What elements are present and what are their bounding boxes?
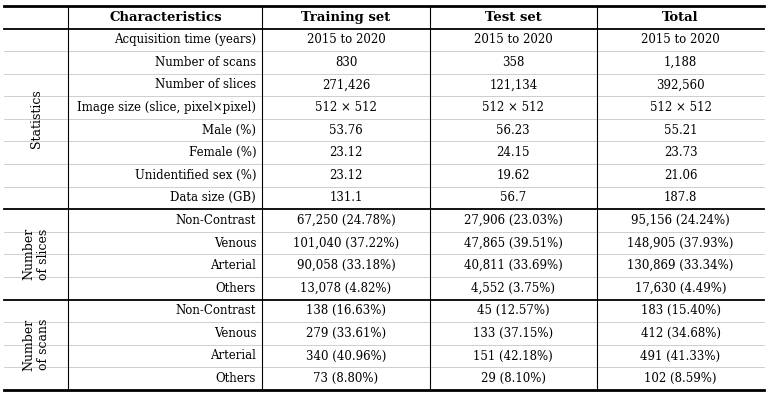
Text: 279 (33.61%): 279 (33.61%) bbox=[306, 327, 386, 340]
Text: 512 × 512: 512 × 512 bbox=[482, 101, 545, 114]
Text: 412 (34.68%): 412 (34.68%) bbox=[641, 327, 720, 340]
Text: 23.73: 23.73 bbox=[664, 146, 697, 159]
Text: 183 (15.40%): 183 (15.40%) bbox=[641, 304, 720, 317]
Text: 133 (37.15%): 133 (37.15%) bbox=[473, 327, 553, 340]
Text: Non-Contrast: Non-Contrast bbox=[176, 214, 257, 227]
Text: 187.8: 187.8 bbox=[664, 191, 697, 204]
Text: Venous: Venous bbox=[214, 327, 257, 340]
Text: 151 (42.18%): 151 (42.18%) bbox=[473, 349, 553, 362]
Text: 27,906 (23.03%): 27,906 (23.03%) bbox=[464, 214, 563, 227]
Text: 2015 to 2020: 2015 to 2020 bbox=[474, 33, 553, 46]
Text: Arterial: Arterial bbox=[210, 259, 257, 272]
Text: Image size (slice, pixel×pixel): Image size (slice, pixel×pixel) bbox=[78, 101, 257, 114]
Text: 95,156 (24.24%): 95,156 (24.24%) bbox=[631, 214, 730, 227]
Text: Female (%): Female (%) bbox=[189, 146, 257, 159]
Text: 121,134: 121,134 bbox=[489, 79, 538, 91]
Text: 4,552 (3.75%): 4,552 (3.75%) bbox=[472, 282, 555, 295]
Text: 1,188: 1,188 bbox=[664, 56, 697, 69]
Text: 23.12: 23.12 bbox=[329, 146, 362, 159]
Text: 29 (8.10%): 29 (8.10%) bbox=[481, 372, 546, 385]
Text: Test set: Test set bbox=[485, 11, 541, 24]
Text: Data size (GB): Data size (GB) bbox=[170, 191, 257, 204]
Text: 358: 358 bbox=[502, 56, 525, 69]
Text: 491 (41.33%): 491 (41.33%) bbox=[641, 349, 720, 362]
Text: 13,078 (4.82%): 13,078 (4.82%) bbox=[300, 282, 392, 295]
Text: 830: 830 bbox=[335, 56, 357, 69]
Text: Number of scans: Number of scans bbox=[155, 56, 257, 69]
Text: 90,058 (33.18%): 90,058 (33.18%) bbox=[296, 259, 396, 272]
Text: Number
of scans: Number of scans bbox=[22, 318, 50, 371]
Text: Male (%): Male (%) bbox=[202, 123, 257, 137]
Text: 19.62: 19.62 bbox=[496, 169, 530, 182]
Text: Non-Contrast: Non-Contrast bbox=[176, 304, 257, 317]
Text: 131.1: 131.1 bbox=[329, 191, 362, 204]
Text: Acquisition time (years): Acquisition time (years) bbox=[114, 33, 257, 46]
Text: 23.12: 23.12 bbox=[329, 169, 362, 182]
Text: Total: Total bbox=[662, 11, 699, 24]
Text: 53.76: 53.76 bbox=[329, 123, 362, 137]
Text: Characteristics: Characteristics bbox=[109, 11, 222, 24]
Text: 67,250 (24.78%): 67,250 (24.78%) bbox=[296, 214, 396, 227]
Text: Number of slices: Number of slices bbox=[155, 79, 257, 91]
Text: Venous: Venous bbox=[214, 237, 257, 250]
Text: 2015 to 2020: 2015 to 2020 bbox=[306, 33, 386, 46]
Text: 101,040 (37.22%): 101,040 (37.22%) bbox=[293, 237, 399, 250]
Text: 148,905 (37.93%): 148,905 (37.93%) bbox=[627, 237, 733, 250]
Text: 512 × 512: 512 × 512 bbox=[650, 101, 711, 114]
Text: Number
of slices: Number of slices bbox=[22, 228, 50, 281]
Text: 24.15: 24.15 bbox=[496, 146, 530, 159]
Text: 45 (12.57%): 45 (12.57%) bbox=[477, 304, 550, 317]
Text: 340 (40.96%): 340 (40.96%) bbox=[306, 349, 386, 362]
Text: 2015 to 2020: 2015 to 2020 bbox=[641, 33, 720, 46]
Text: 56.7: 56.7 bbox=[500, 191, 526, 204]
Text: Statistics: Statistics bbox=[30, 89, 43, 148]
Text: Training set: Training set bbox=[301, 11, 391, 24]
Text: 21.06: 21.06 bbox=[664, 169, 697, 182]
Text: Arterial: Arterial bbox=[210, 349, 257, 362]
Text: Others: Others bbox=[216, 282, 257, 295]
Text: 47,865 (39.51%): 47,865 (39.51%) bbox=[464, 237, 563, 250]
Text: 102 (8.59%): 102 (8.59%) bbox=[644, 372, 717, 385]
Text: 55.21: 55.21 bbox=[664, 123, 697, 137]
Text: 56.23: 56.23 bbox=[496, 123, 530, 137]
Text: 138 (16.63%): 138 (16.63%) bbox=[306, 304, 386, 317]
Text: Unidentified sex (%): Unidentified sex (%) bbox=[134, 169, 257, 182]
Text: 40,811 (33.69%): 40,811 (33.69%) bbox=[464, 259, 563, 272]
Text: 73 (8.80%): 73 (8.80%) bbox=[313, 372, 379, 385]
Text: Others: Others bbox=[216, 372, 257, 385]
Text: 392,560: 392,560 bbox=[656, 79, 705, 91]
Text: 271,426: 271,426 bbox=[322, 79, 370, 91]
Text: 512 × 512: 512 × 512 bbox=[315, 101, 377, 114]
Text: 17,630 (4.49%): 17,630 (4.49%) bbox=[635, 282, 727, 295]
Text: 130,869 (33.34%): 130,869 (33.34%) bbox=[627, 259, 733, 272]
